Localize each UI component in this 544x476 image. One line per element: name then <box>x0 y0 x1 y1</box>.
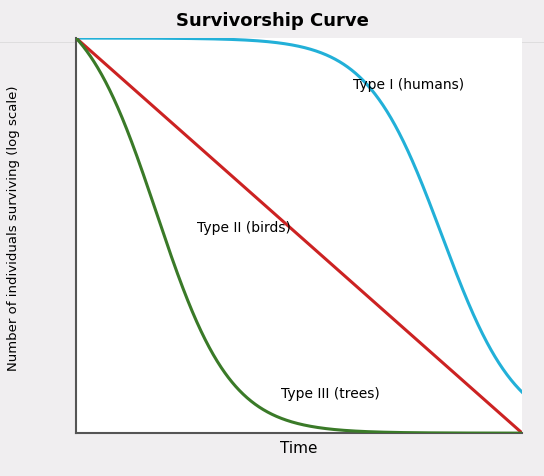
X-axis label: Time: Time <box>281 442 318 456</box>
Text: Type II (birds): Type II (birds) <box>196 221 290 235</box>
Text: Type III (trees): Type III (trees) <box>281 387 380 401</box>
Text: Survivorship Curve: Survivorship Curve <box>176 11 368 30</box>
Text: Number of individuals surviving (log scale): Number of individuals surviving (log sca… <box>7 86 20 371</box>
Text: Type I (humans): Type I (humans) <box>353 79 464 92</box>
